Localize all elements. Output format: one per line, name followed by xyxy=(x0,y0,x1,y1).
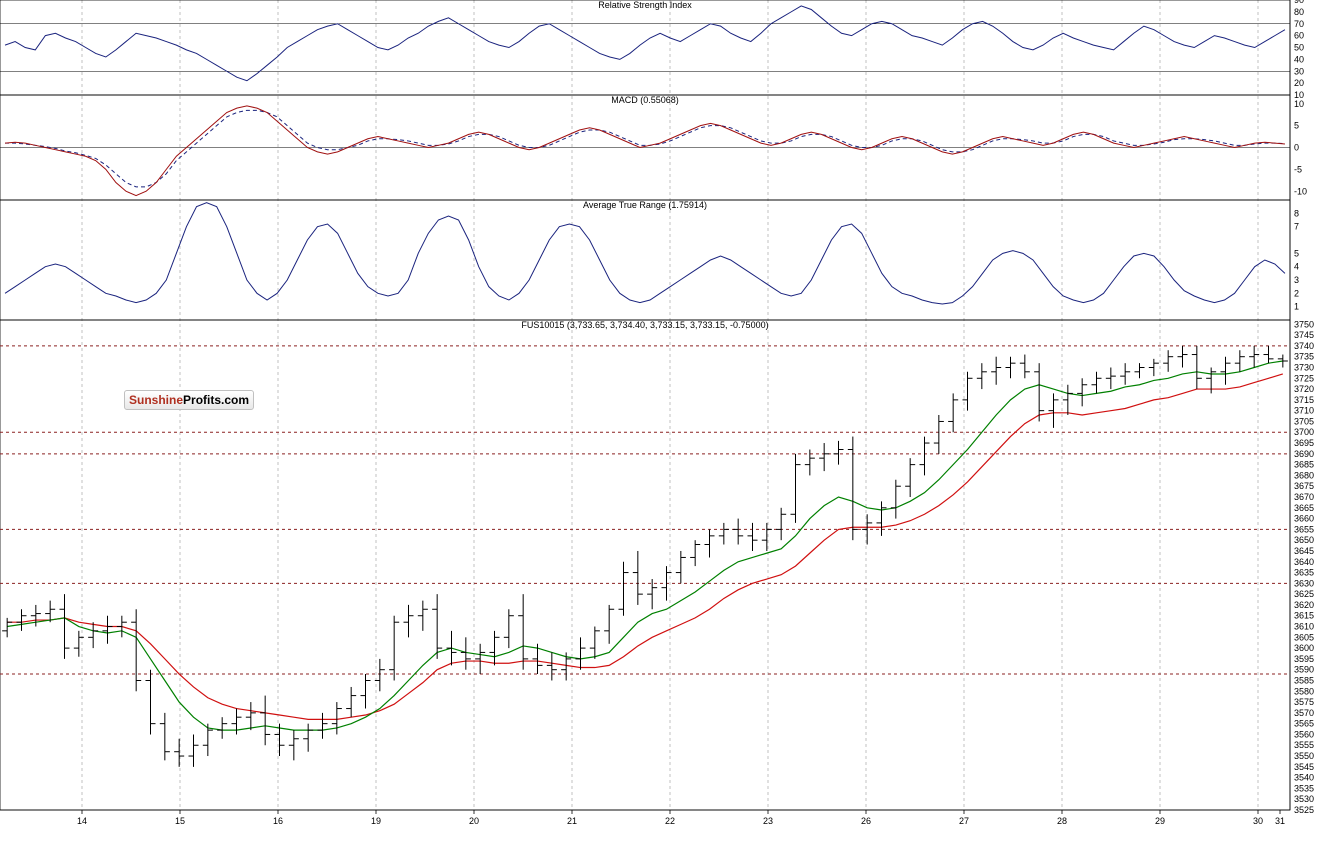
svg-text:5: 5 xyxy=(1294,121,1299,131)
watermark-part2: Profits.com xyxy=(183,393,249,407)
svg-text:3570: 3570 xyxy=(1294,708,1314,718)
svg-text:3545: 3545 xyxy=(1294,762,1314,772)
svg-text:3650: 3650 xyxy=(1294,535,1314,545)
svg-text:3615: 3615 xyxy=(1294,611,1314,621)
x-axis: 14 15 16 19 20 21 22 23 26 27 28 29 30 31 xyxy=(0,810,1290,826)
svg-text:2: 2 xyxy=(1294,288,1299,298)
svg-text:3575: 3575 xyxy=(1294,697,1314,707)
svg-text:3610: 3610 xyxy=(1294,622,1314,632)
svg-text:3695: 3695 xyxy=(1294,438,1314,448)
svg-text:FUS10015 (3,733.65, 3,734.40,: FUS10015 (3,733.65, 3,734.40, 3,733.15, … xyxy=(521,320,768,330)
chart-svg: Relative Strength Index10203040506070809… xyxy=(0,0,1320,844)
svg-text:3750: 3750 xyxy=(1294,319,1314,329)
svg-text:90: 90 xyxy=(1294,0,1304,5)
svg-text:70: 70 xyxy=(1294,19,1304,29)
svg-text:3715: 3715 xyxy=(1294,395,1314,405)
svg-text:3600: 3600 xyxy=(1294,643,1314,653)
svg-text:20: 20 xyxy=(1294,78,1304,88)
svg-text:3670: 3670 xyxy=(1294,492,1314,502)
financial-chart-container: Relative Strength Index10203040506070809… xyxy=(0,0,1320,844)
svg-text:3635: 3635 xyxy=(1294,568,1314,578)
svg-text:3680: 3680 xyxy=(1294,470,1314,480)
svg-text:3730: 3730 xyxy=(1294,362,1314,372)
svg-text:3625: 3625 xyxy=(1294,589,1314,599)
svg-text:Average True Range (1.75914): Average True Range (1.75914) xyxy=(583,200,707,210)
svg-text:30: 30 xyxy=(1253,816,1263,826)
svg-text:3540: 3540 xyxy=(1294,773,1314,783)
svg-text:30: 30 xyxy=(1294,66,1304,76)
svg-text:3685: 3685 xyxy=(1294,460,1314,470)
svg-text:3665: 3665 xyxy=(1294,503,1314,513)
svg-text:20: 20 xyxy=(469,816,479,826)
svg-text:19: 19 xyxy=(371,816,381,826)
svg-text:3675: 3675 xyxy=(1294,481,1314,491)
svg-text:22: 22 xyxy=(665,816,675,826)
svg-text:60: 60 xyxy=(1294,31,1304,41)
svg-text:10: 10 xyxy=(1294,99,1304,109)
svg-text:3550: 3550 xyxy=(1294,751,1314,761)
svg-text:3590: 3590 xyxy=(1294,665,1314,675)
svg-text:3605: 3605 xyxy=(1294,632,1314,642)
svg-text:80: 80 xyxy=(1294,7,1304,17)
svg-text:3645: 3645 xyxy=(1294,546,1314,556)
svg-text:3565: 3565 xyxy=(1294,719,1314,729)
svg-text:3725: 3725 xyxy=(1294,373,1314,383)
svg-text:3630: 3630 xyxy=(1294,578,1314,588)
svg-text:3525: 3525 xyxy=(1294,805,1314,815)
atr-panel: Average True Range (1.75914) 1 2 3 4 5 7 8 xyxy=(0,200,1299,320)
svg-text:7: 7 xyxy=(1294,222,1299,232)
svg-text:23: 23 xyxy=(763,816,773,826)
watermark-part1: Sunshine xyxy=(129,393,183,407)
svg-text:40: 40 xyxy=(1294,54,1304,64)
svg-text:29: 29 xyxy=(1155,816,1165,826)
svg-text:3745: 3745 xyxy=(1294,330,1314,340)
svg-text:28: 28 xyxy=(1057,816,1067,826)
svg-text:3620: 3620 xyxy=(1294,600,1314,610)
svg-text:3580: 3580 xyxy=(1294,686,1314,696)
svg-text:0: 0 xyxy=(1294,143,1299,153)
svg-text:3555: 3555 xyxy=(1294,740,1314,750)
svg-text:31: 31 xyxy=(1275,816,1285,826)
svg-text:3560: 3560 xyxy=(1294,729,1314,739)
watermark-badge: SunshineProfits.com xyxy=(124,390,254,410)
svg-text:15: 15 xyxy=(175,816,185,826)
svg-text:3595: 3595 xyxy=(1294,654,1314,664)
svg-text:Relative Strength Index: Relative Strength Index xyxy=(598,0,692,10)
svg-text:50: 50 xyxy=(1294,43,1304,53)
svg-text:3705: 3705 xyxy=(1294,416,1314,426)
svg-text:3: 3 xyxy=(1294,275,1299,285)
svg-text:3530: 3530 xyxy=(1294,794,1314,804)
svg-text:26: 26 xyxy=(861,816,871,826)
svg-text:MACD (0.55068): MACD (0.55068) xyxy=(611,95,679,105)
svg-text:3720: 3720 xyxy=(1294,384,1314,394)
svg-text:16: 16 xyxy=(273,816,283,826)
vertical-gridlines xyxy=(82,0,1258,810)
macd-panel: MACD (0.55068) -10 -5 0 5 10 xyxy=(0,95,1307,200)
svg-text:8: 8 xyxy=(1294,208,1299,218)
svg-text:21: 21 xyxy=(567,816,577,826)
svg-text:1: 1 xyxy=(1294,302,1299,312)
svg-text:3700: 3700 xyxy=(1294,427,1314,437)
svg-text:3535: 3535 xyxy=(1294,783,1314,793)
svg-text:3655: 3655 xyxy=(1294,524,1314,534)
svg-text:27: 27 xyxy=(959,816,969,826)
svg-text:3585: 3585 xyxy=(1294,675,1314,685)
svg-text:4: 4 xyxy=(1294,262,1299,272)
svg-text:14: 14 xyxy=(77,816,87,826)
svg-text:-10: -10 xyxy=(1294,186,1307,196)
svg-text:5: 5 xyxy=(1294,248,1299,258)
svg-text:3710: 3710 xyxy=(1294,406,1314,416)
svg-text:3640: 3640 xyxy=(1294,557,1314,567)
rsi-panel: Relative Strength Index10203040506070809… xyxy=(0,0,1304,100)
svg-text:3690: 3690 xyxy=(1294,449,1314,459)
svg-text:3735: 3735 xyxy=(1294,352,1314,362)
svg-text:-5: -5 xyxy=(1294,164,1302,174)
svg-text:3660: 3660 xyxy=(1294,514,1314,524)
svg-text:3740: 3740 xyxy=(1294,341,1314,351)
